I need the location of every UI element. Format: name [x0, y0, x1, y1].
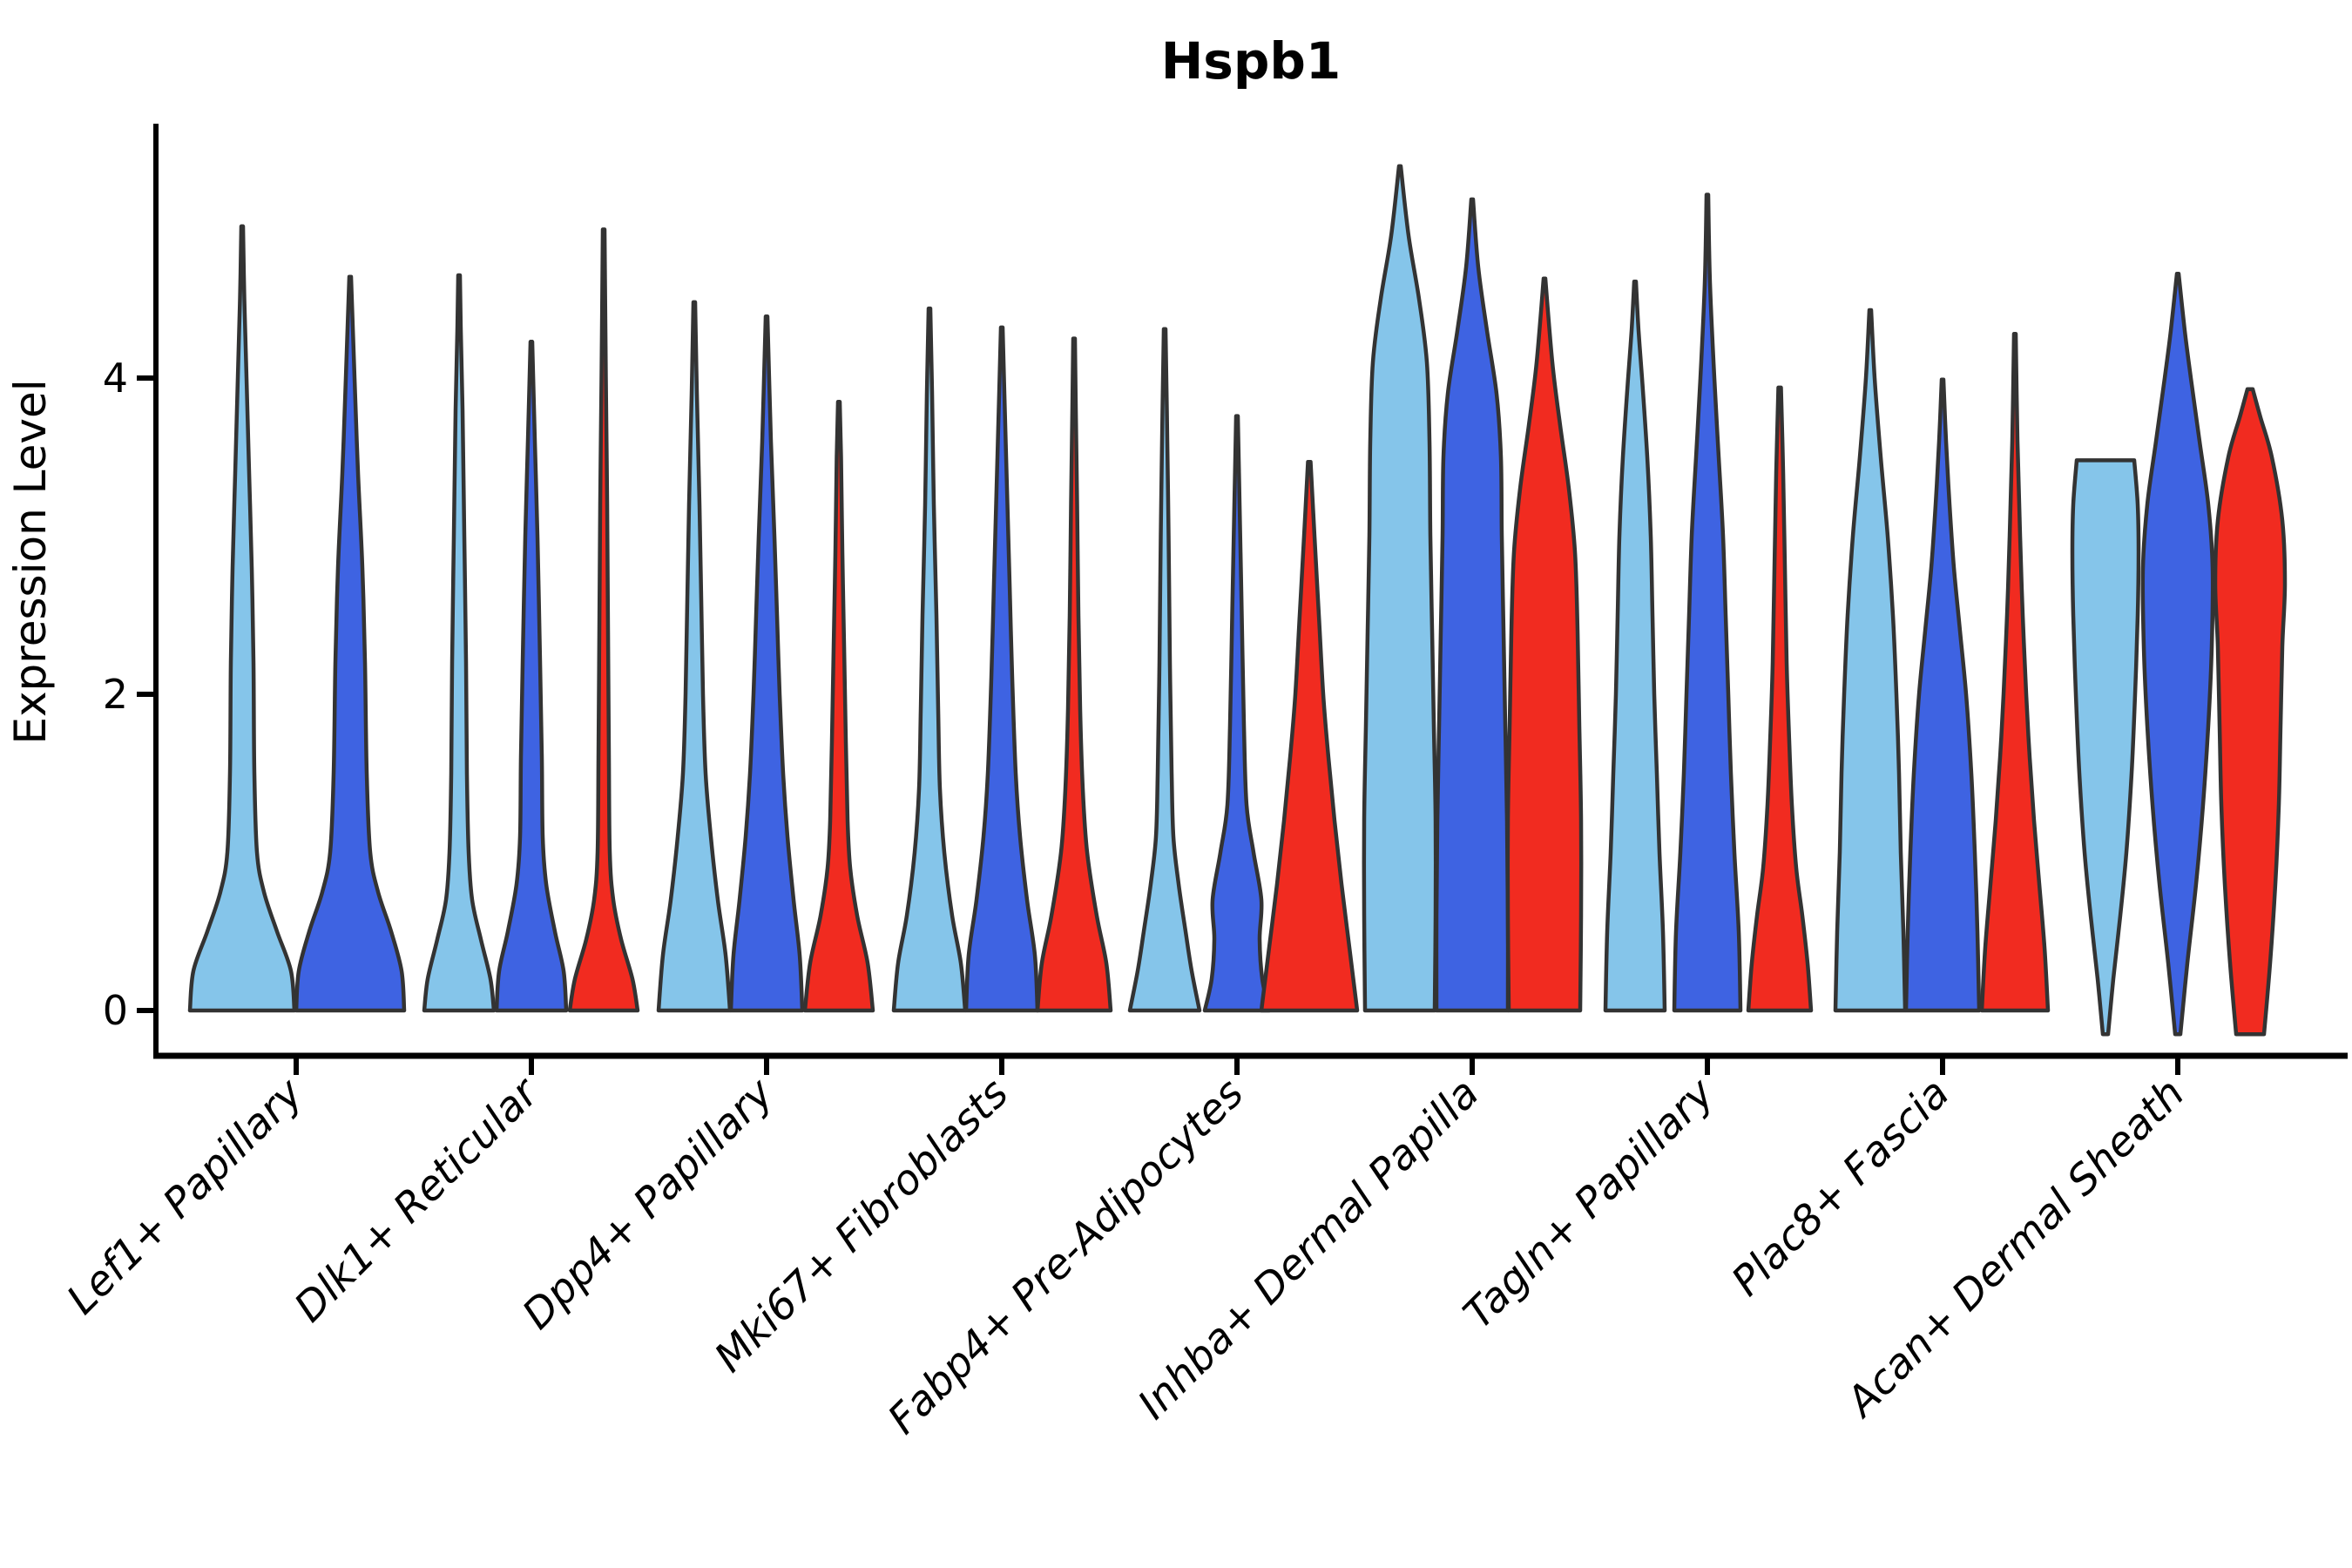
violin-8-dark-blue-violin — [2140, 271, 2215, 1037]
violin-5-red-violin — [1505, 276, 1584, 1013]
violin-6-dark-blue-violin — [1672, 193, 1743, 1013]
violin-3-red-violin — [1035, 336, 1113, 1013]
violin-8-red-violin — [2213, 387, 2288, 1037]
violin-8-light-blue-violin — [2070, 458, 2141, 1037]
violin-1-dark-blue-violin — [494, 340, 569, 1013]
x-tick-label-2: Dpp4+ Papillary — [513, 1069, 783, 1339]
violin-1-red-violin — [567, 227, 640, 1013]
x-tick-label-1: Dlk1+ Reticular — [286, 1068, 550, 1332]
violins-layer — [187, 164, 2288, 1037]
y-tick-label-0: 0 — [103, 987, 128, 1034]
violin-6-red-violin — [1746, 385, 1814, 1013]
violin-3-light-blue-violin — [891, 306, 968, 1013]
violin-0-dark-blue-violin — [294, 274, 407, 1013]
violin-5-light-blue-violin — [1362, 164, 1438, 1013]
violin-7-dark-blue-violin — [1903, 377, 1982, 1013]
y-axis-label: Expression Level — [5, 379, 56, 744]
violin-7-light-blue-violin — [1833, 308, 1908, 1013]
x-tick-label-6: Tagln+ Papillary — [1455, 1069, 1725, 1339]
violin-2-dark-blue-violin — [728, 314, 805, 1013]
violin-2-light-blue-violin — [656, 300, 733, 1013]
violin-3-dark-blue-violin — [963, 325, 1040, 1013]
y-axis: 0 2 4 Expression Level — [5, 124, 159, 1058]
x-tick-label-7: Plac8+ Fascia — [1722, 1070, 1958, 1306]
violin-2-red-violin — [802, 399, 875, 1013]
chart-title: Hspb1 — [1161, 31, 1341, 91]
x-tick-label-0: Lef1+ Papillary — [57, 1069, 313, 1324]
violin-7-red-violin — [1979, 331, 2051, 1013]
y-tick-label-4: 4 — [103, 355, 128, 402]
violin-0-light-blue-violin — [187, 224, 297, 1013]
violin-1-light-blue-violin — [422, 273, 497, 1013]
violin-5-dark-blue-violin — [1434, 197, 1511, 1013]
violin-4-dark-blue-violin — [1202, 414, 1272, 1013]
y-tick-label-2: 2 — [103, 671, 128, 718]
violin-4-red-violin — [1259, 459, 1360, 1013]
violin-6-light-blue-violin — [1603, 280, 1667, 1013]
violin-4-light-blue-violin — [1127, 327, 1202, 1013]
